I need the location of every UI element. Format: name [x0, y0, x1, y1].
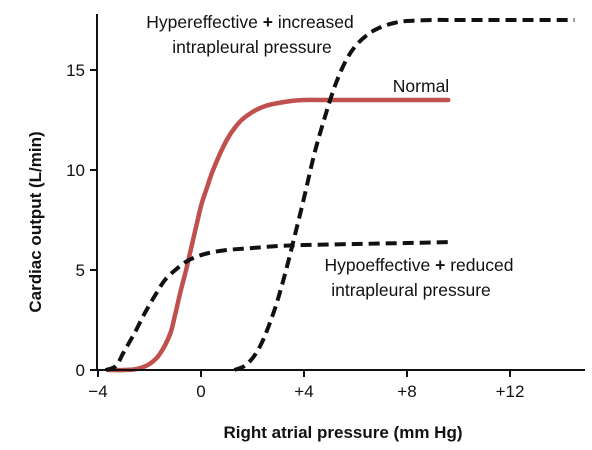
- x-tick-label: +8: [397, 382, 416, 401]
- x-tick-label: −4: [88, 382, 107, 401]
- hypereffective-label-line1: Hypereffective + increased: [146, 12, 353, 32]
- y-axis-title: Cardiac output (L/min): [26, 131, 45, 312]
- x-tick-label: 0: [196, 382, 205, 401]
- axes-layer: [96, 14, 585, 371]
- hypoeffective-label-line1: Hypoeffective + reduced: [325, 255, 514, 275]
- hypereffective-label-line2: intrapleural pressure: [172, 37, 332, 57]
- y-tick-label: 10: [66, 161, 85, 180]
- normal-label: Normal: [393, 76, 449, 96]
- hypoeffective-curve: [104, 240, 454, 372]
- y-tick-label: 5: [76, 261, 85, 280]
- x-tick-label: +12: [496, 382, 525, 401]
- hypoeffective-label-line2: intrapleural pressure: [331, 280, 491, 300]
- y-tick-label: 15: [66, 61, 85, 80]
- y-tick-label: 0: [76, 361, 85, 380]
- normal-curve: [106, 97, 451, 373]
- hypereffective-curve: [233, 17, 575, 372]
- curves-layer: [104, 17, 575, 373]
- x-axis-title: Right atrial pressure (mm Hg): [224, 423, 463, 442]
- x-tick-label: +4: [294, 382, 313, 401]
